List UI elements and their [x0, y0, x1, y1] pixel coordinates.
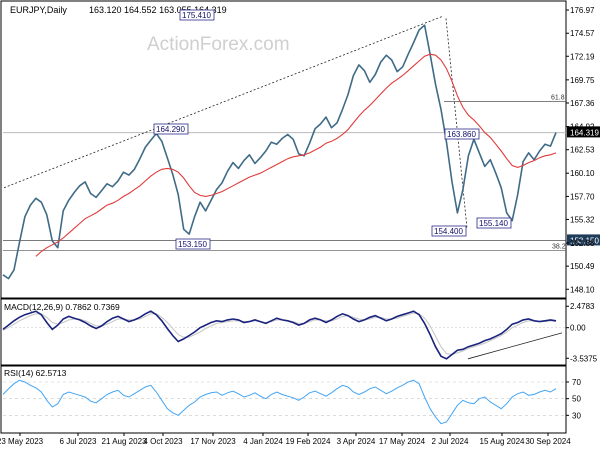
x-tick-label: 6 Jul 2023	[60, 437, 97, 446]
price-tick-label: 169.75	[570, 76, 595, 85]
x-tick-label: 4 Oct 2023	[143, 437, 183, 446]
current-price-badge	[567, 126, 600, 138]
macd-line	[2, 310, 557, 360]
price-tick-label: 155.32	[570, 215, 595, 224]
support-price-label: 153.150	[570, 236, 599, 245]
price-tick-label: 152.88	[570, 239, 595, 248]
x-tick-label: 30 Sep 2024	[525, 437, 571, 446]
x-tick-label: 3 Apr 2024	[337, 437, 376, 446]
x-tick-label: 23 May 2023	[0, 437, 44, 446]
rsi-tick-label: 50	[572, 395, 581, 404]
x-tick-label: 17 Nov 2023	[190, 437, 236, 446]
macd-tick-label: 2.4783	[570, 302, 595, 311]
level-annotation-box	[431, 225, 467, 237]
x-tick-label: 19 Feb 2024	[286, 437, 331, 446]
fib-level-label: 38.2	[552, 244, 566, 251]
price-tick-label: 162.53	[570, 146, 595, 155]
price-series-line	[2, 24, 557, 280]
price-tick-label: 164.92	[570, 123, 595, 132]
current-price-label: 164.319	[570, 128, 599, 137]
level-annotation-box	[153, 123, 189, 135]
level-annotation-label: 164.290	[156, 125, 185, 134]
moving-average-line	[35, 53, 557, 257]
price-tick-label: 160.10	[570, 169, 595, 178]
price-tick-label: 172.19	[570, 52, 595, 61]
price-tick-label: 157.70	[570, 192, 595, 201]
x-tick-label: 15 Aug 2024	[480, 437, 525, 446]
level-annotation-label: 163.860	[447, 130, 476, 139]
x-tick-label: 2 Jul 2024	[432, 437, 469, 446]
support-price-badge	[567, 234, 600, 246]
chart-header-symbol: EURJPY,Daily	[10, 5, 67, 15]
macd-tick-label: 0.00	[570, 324, 586, 333]
rsi-tick-label: 30	[572, 411, 581, 420]
price-tick-label: 167.36	[570, 99, 595, 108]
price-tick-label: 174.57	[570, 29, 595, 38]
fib-level-label: 61.8	[551, 95, 565, 102]
rsi-tick-label: 70	[572, 378, 581, 387]
level-annotation-label: 175.410	[182, 11, 211, 20]
price-tick-label: 148.10	[570, 285, 595, 294]
price-tick-label: 176.97	[570, 6, 595, 15]
macd-panel	[0, 298, 567, 366]
trend-line-dotted	[445, 18, 468, 229]
price-tick-label: 150.49	[570, 262, 595, 271]
level-annotation-label: 155.140	[479, 219, 508, 228]
rsi-panel	[0, 365, 567, 434]
x-tick-label: 4 Jan 2024	[243, 437, 283, 446]
rsi-line	[2, 379, 557, 425]
macd-title: MACD(12,26,9) 0.7862 0.7369	[4, 302, 120, 312]
chart-header-ohlc: 163.120 164.552 163.055 164.319	[89, 5, 227, 15]
watermark: ActionForex.com	[147, 34, 290, 55]
macd-signal-line	[2, 312, 557, 356]
x-tick-label: 17 May 2024	[379, 437, 426, 446]
level-annotation-box	[476, 217, 512, 229]
level-annotation-box	[179, 9, 215, 21]
macd-tick-label: -3.5375	[570, 354, 598, 363]
rsi-title: RSI(14) 62.5713	[4, 368, 67, 378]
level-annotation-label: 154.400	[434, 227, 463, 236]
macd-trend-line	[467, 332, 563, 360]
x-tick-label: 21 Aug 2023	[102, 437, 147, 446]
level-annotation-box	[175, 238, 211, 250]
level-annotation-box	[444, 128, 480, 140]
level-annotation-label: 153.150	[178, 240, 207, 249]
